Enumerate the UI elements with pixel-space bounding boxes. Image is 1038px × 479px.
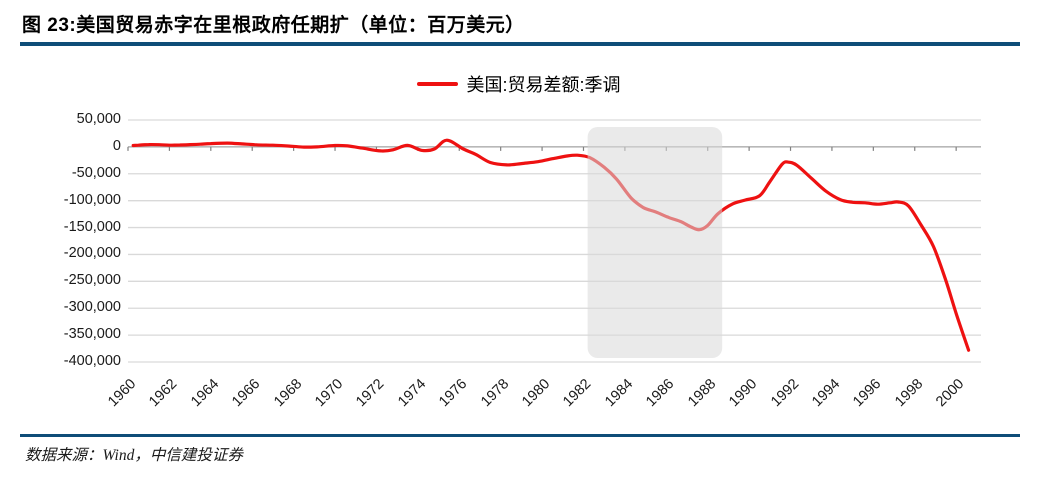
y-tick-label: 50,000 xyxy=(76,111,121,127)
y-tick-label: -400,000 xyxy=(63,353,121,369)
data-source: 数据来源：Wind，中信建投证券 xyxy=(25,447,243,464)
footer-divider xyxy=(20,434,1020,437)
y-tick-label: -250,000 xyxy=(63,272,121,289)
y-tick-label: -50,000 xyxy=(71,164,121,181)
y-tick-label: 0 xyxy=(112,137,121,154)
header-divider xyxy=(20,42,1020,46)
y-tick-label: -350,000 xyxy=(63,326,121,343)
chart-title: 图 23:美国贸易赤字在里根政府任期扩（单位：百万美元） xyxy=(22,15,525,36)
legend-label: 美国:贸易差额:季调 xyxy=(466,75,621,95)
series-line xyxy=(131,138,971,352)
y-tick-label: -300,000 xyxy=(63,299,121,316)
y-tick-label: -100,000 xyxy=(63,191,121,208)
y-tick-label: -200,000 xyxy=(63,245,121,262)
legend-line-marker xyxy=(417,82,459,86)
legend: 美国:贸易差额:季调 xyxy=(0,71,1038,97)
y-tick-label: -150,000 xyxy=(63,218,121,235)
highlight-band xyxy=(587,127,723,358)
